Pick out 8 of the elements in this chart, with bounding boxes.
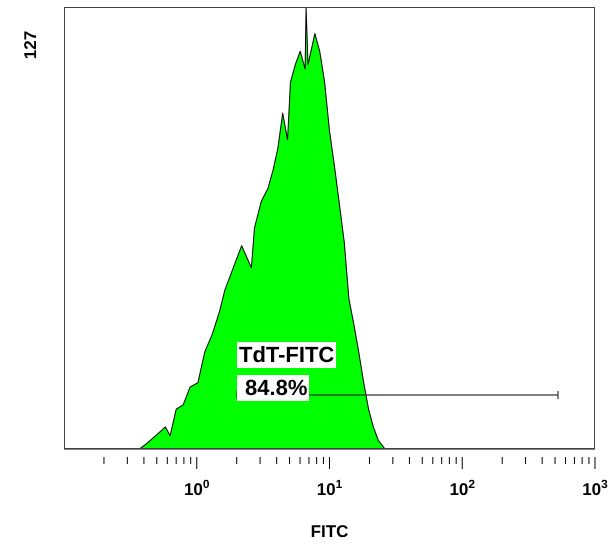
annotation: 84.8%	[237, 375, 310, 401]
annotation: TdT-FITC	[237, 342, 336, 368]
x-tick-label: 10$^{2}$	[449, 477, 476, 499]
x-tick-label: 10$^{3}$	[582, 477, 608, 499]
y-axis-title: 127	[21, 30, 40, 60]
x-tick-label: 10$^{1}$	[316, 477, 343, 499]
x-axis-title: FITC	[310, 522, 348, 541]
x-tick-label: 10$^{0}$	[184, 477, 210, 499]
